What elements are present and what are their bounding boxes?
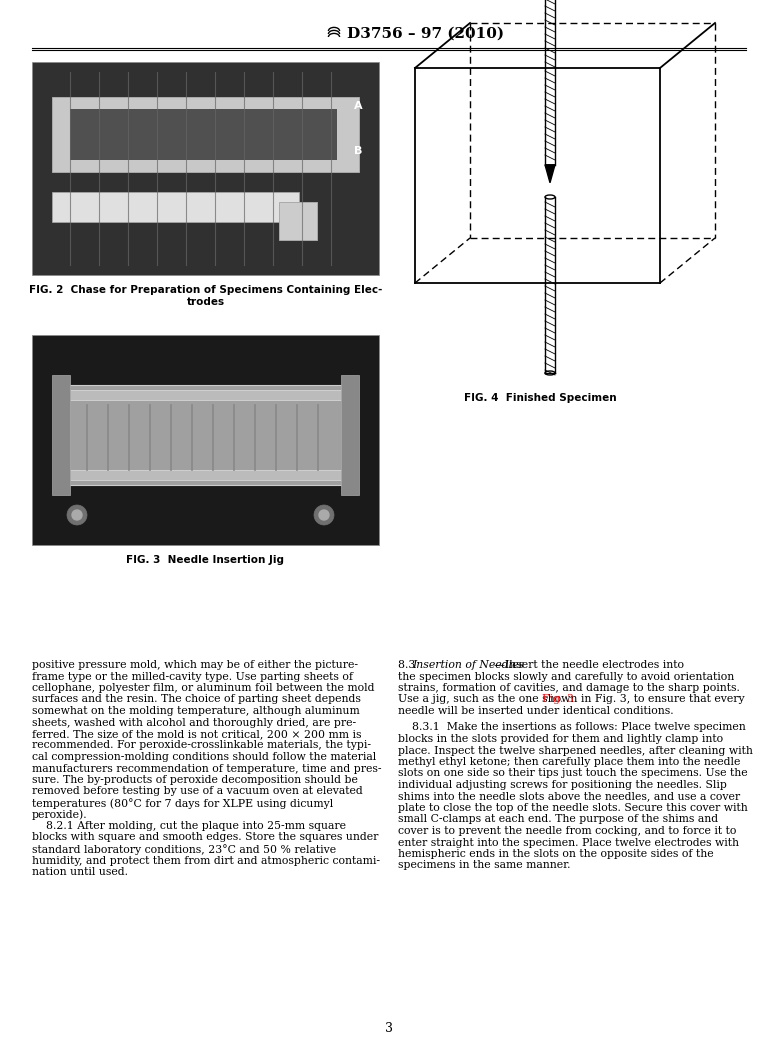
Text: the specimen blocks slowly and carefully to avoid orientation: the specimen blocks slowly and carefully… [398, 671, 734, 682]
Text: individual adjusting screws for positioning the needles. Slip: individual adjusting screws for position… [398, 780, 727, 790]
Text: methyl ethyl ketone; then carefully place them into the needle: methyl ethyl ketone; then carefully plac… [398, 757, 741, 767]
Text: FIG. 3  Needle Insertion Jig: FIG. 3 Needle Insertion Jig [127, 555, 285, 565]
FancyBboxPatch shape [32, 335, 379, 545]
Text: 8.3.1  Make the insertions as follows: Place twelve specimen: 8.3.1 Make the insertions as follows: Pl… [398, 722, 746, 733]
Text: peroxide).: peroxide). [32, 810, 88, 820]
Text: A: A [354, 101, 363, 111]
FancyBboxPatch shape [57, 385, 354, 485]
Text: place. Inspect the twelve sharpened needles, after cleaning with: place. Inspect the twelve sharpened need… [398, 745, 753, 756]
Text: specimens in the same manner.: specimens in the same manner. [398, 861, 570, 870]
Text: sure. The by-products of peroxide decomposition should be: sure. The by-products of peroxide decomp… [32, 775, 358, 785]
Ellipse shape [545, 195, 555, 199]
Text: blocks in the slots provided for them and lightly clamp into: blocks in the slots provided for them an… [398, 734, 723, 744]
Polygon shape [545, 164, 555, 183]
Text: temperatures (80°C for 7 days for XLPE using dicumyl: temperatures (80°C for 7 days for XLPE u… [32, 798, 333, 809]
Text: recommended. For peroxide-crosslinkable materials, the typi-: recommended. For peroxide-crosslinkable … [32, 740, 371, 751]
Text: plate to close the top of the needle slots. Secure this cover with: plate to close the top of the needle slo… [398, 803, 748, 813]
Text: trodes: trodes [187, 297, 225, 307]
Text: ferred. The size of the mold is not critical, 200 × 200 mm is: ferred. The size of the mold is not crit… [32, 729, 362, 739]
Text: enter straight into the specimen. Place twelve electrodes with: enter straight into the specimen. Place … [398, 838, 739, 847]
Ellipse shape [545, 371, 555, 375]
Text: hemispheric ends in the slots on the opposite sides of the: hemispheric ends in the slots on the opp… [398, 849, 713, 859]
FancyBboxPatch shape [52, 375, 70, 496]
Circle shape [72, 510, 82, 520]
Text: sheets, washed with alcohol and thoroughly dried, are pre-: sheets, washed with alcohol and thorough… [32, 717, 356, 728]
Text: Insertion of Needles: Insertion of Needles [412, 660, 524, 670]
Text: strains, formation of cavities, and damage to the sharp points.: strains, formation of cavities, and dama… [398, 683, 740, 693]
FancyBboxPatch shape [279, 202, 317, 240]
FancyBboxPatch shape [52, 97, 359, 172]
Text: small C-clamps at each end. The purpose of the shims and: small C-clamps at each end. The purpose … [398, 814, 718, 824]
Circle shape [319, 510, 329, 520]
Text: surfaces and the resin. The choice of parting sheet depends: surfaces and the resin. The choice of pa… [32, 694, 361, 705]
Text: 8.3: 8.3 [398, 660, 419, 670]
Text: cellophane, polyester film, or aluminum foil between the mold: cellophane, polyester film, or aluminum … [32, 683, 374, 693]
Circle shape [314, 505, 334, 525]
Text: cal compression-molding conditions should follow the material: cal compression-molding conditions shoul… [32, 752, 377, 762]
Circle shape [67, 505, 87, 525]
Text: nation until used.: nation until used. [32, 867, 128, 877]
Text: somewhat on the molding temperature, although aluminum: somewhat on the molding temperature, alt… [32, 706, 359, 716]
Text: D3756 – 97 (2010): D3756 – 97 (2010) [347, 27, 504, 41]
Text: blocks with square and smooth edges. Store the squares under: blocks with square and smooth edges. Sto… [32, 833, 378, 842]
Text: cover is to prevent the needle from cocking, and to force it to: cover is to prevent the needle from cock… [398, 826, 736, 836]
FancyBboxPatch shape [62, 469, 349, 480]
Text: FIG. 4  Finished Specimen: FIG. 4 Finished Specimen [464, 393, 616, 403]
Text: 8.2.1 After molding, cut the plaque into 25-mm square: 8.2.1 After molding, cut the plaque into… [32, 821, 346, 831]
Text: slots on one side so their tips just touch the specimens. Use the: slots on one side so their tips just tou… [398, 768, 748, 779]
FancyBboxPatch shape [341, 375, 359, 496]
Text: shims into the needle slots above the needles, and use a cover: shims into the needle slots above the ne… [398, 791, 740, 802]
Text: removed before testing by use of a vacuum oven at elevated: removed before testing by use of a vacuu… [32, 787, 363, 796]
Text: —Insert the needle electrodes into: —Insert the needle electrodes into [494, 660, 684, 670]
Text: humidity, and protect them from dirt and atmospheric contami-: humidity, and protect them from dirt and… [32, 856, 380, 865]
Text: needle will be inserted under identical conditions.: needle will be inserted under identical … [398, 706, 674, 716]
Text: positive pressure mold, which may be of either the picture-: positive pressure mold, which may be of … [32, 660, 358, 670]
Text: manufacturers recommendation of temperature, time and pres-: manufacturers recommendation of temperat… [32, 763, 381, 773]
Text: FIG. 2  Chase for Preparation of Specimens Containing Elec-: FIG. 2 Chase for Preparation of Specimen… [29, 285, 382, 295]
FancyBboxPatch shape [70, 109, 337, 160]
Text: B: B [354, 146, 363, 156]
FancyBboxPatch shape [32, 62, 379, 275]
Text: 3: 3 [385, 1022, 393, 1035]
Text: Fig. 3: Fig. 3 [542, 694, 574, 705]
Text: frame type or the milled-cavity type. Use parting sheets of: frame type or the milled-cavity type. Us… [32, 671, 353, 682]
FancyBboxPatch shape [62, 390, 349, 400]
FancyBboxPatch shape [52, 192, 299, 222]
Text: standard laboratory conditions, 23°C and 50 % relative: standard laboratory conditions, 23°C and… [32, 844, 336, 855]
Text: Use a jig, such as the one shown in Fig. 3, to ensure that every: Use a jig, such as the one shown in Fig.… [398, 694, 745, 705]
